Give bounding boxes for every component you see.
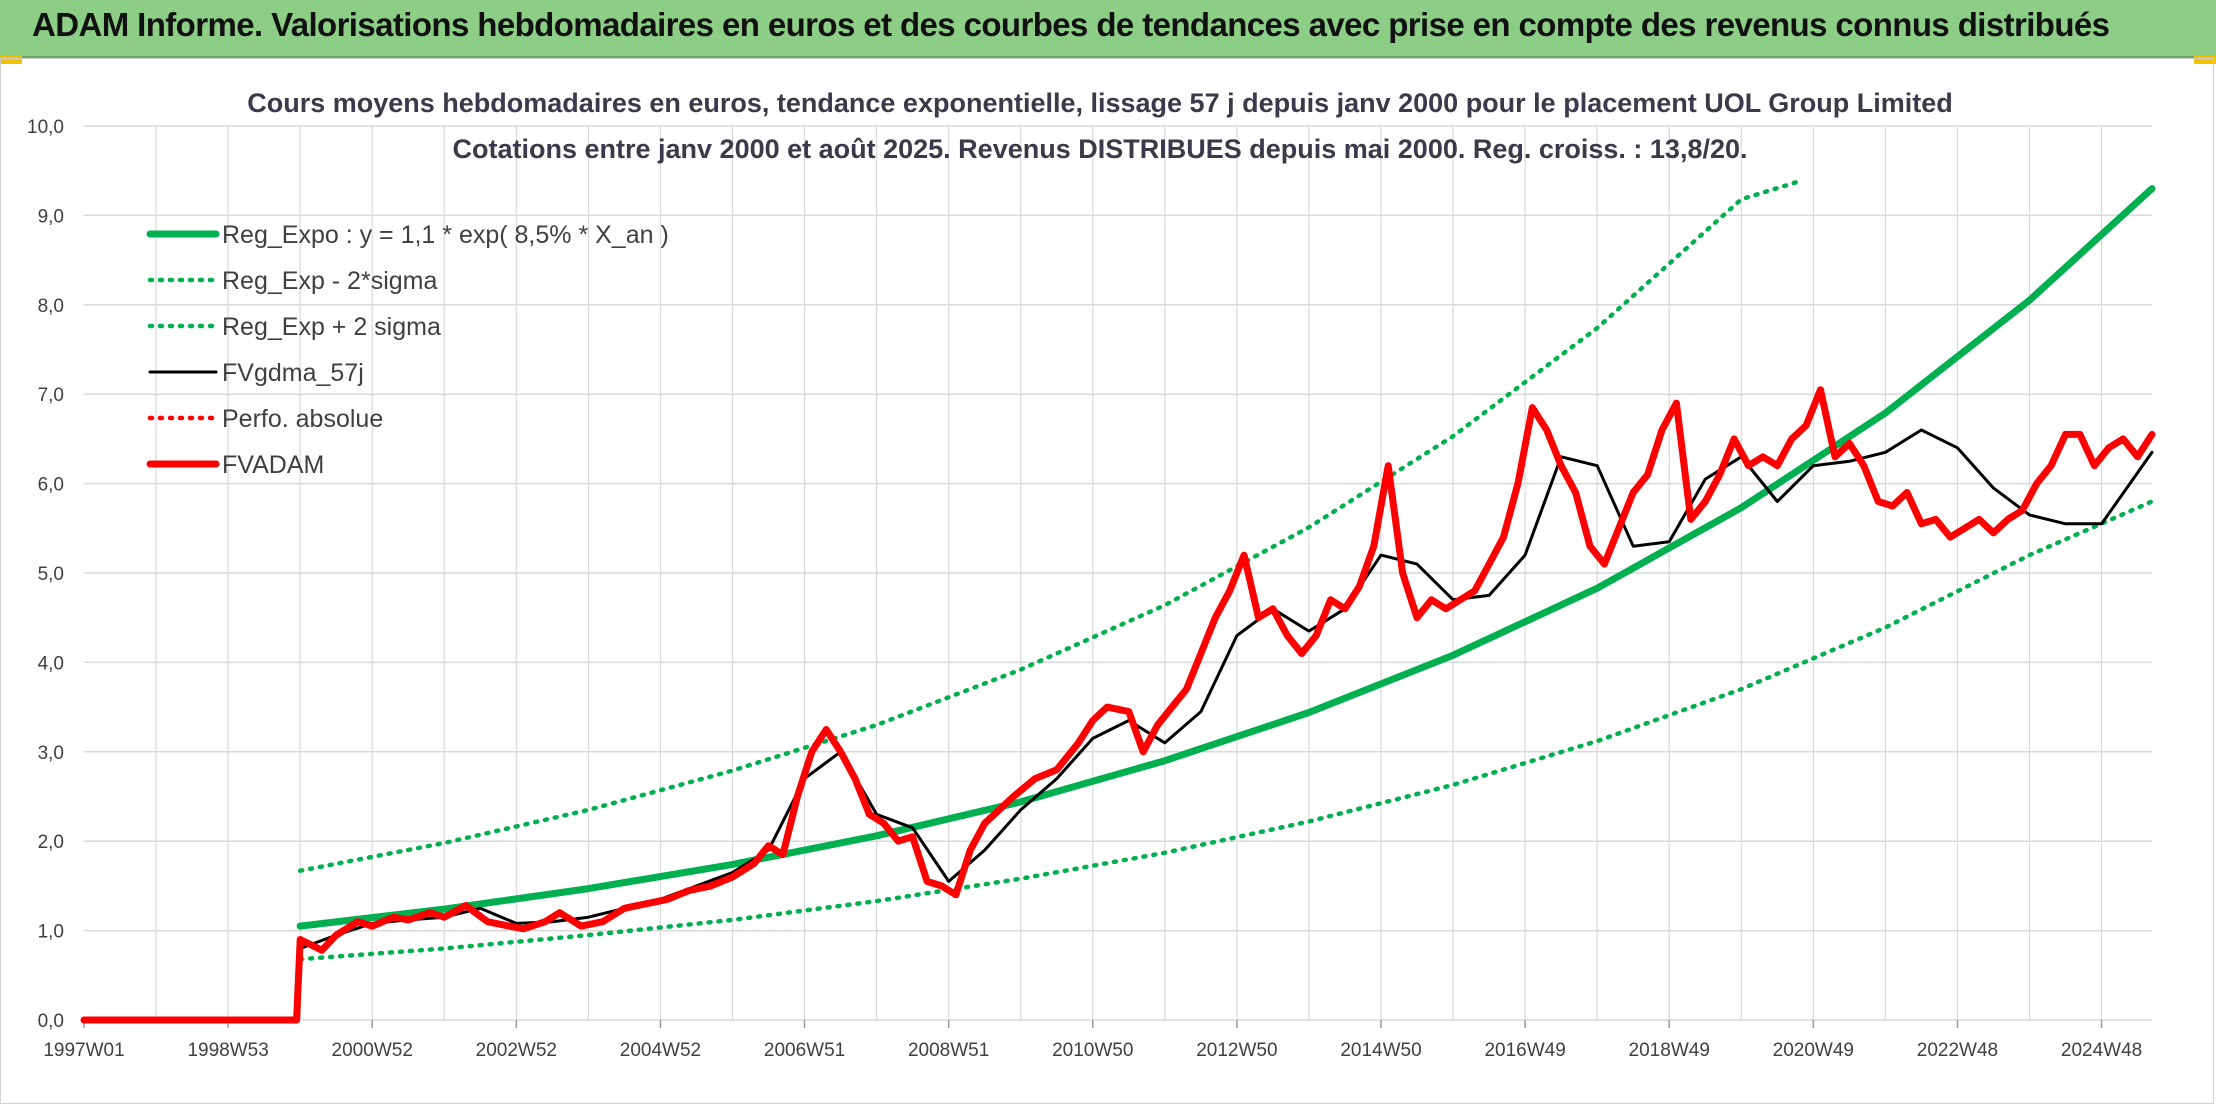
y-tick-label: 2,0 [38,832,64,853]
x-tick-label: 2014W50 [1340,1040,1421,1061]
x-tick-label: 1998W53 [187,1040,268,1061]
series-line-1 [297,499,2155,962]
x-tick-label: 1997W01 [43,1040,124,1061]
x-tick-label: 2002W52 [476,1040,557,1061]
y-tick-label: 0,0 [38,1011,64,1032]
page-title: ADAM Informe. Valorisations hebdomadaire… [32,6,2110,43]
legend: Reg_Expo : y = 1,1 * exp( 8,5% * X_an ) R… [146,221,669,479]
x-tick-label: 2006W51 [764,1040,845,1061]
x-tick-label: 2024W48 [2061,1040,2142,1061]
y-tick-label: 3,0 [38,743,64,764]
series-line-2 [297,179,1802,873]
chart: 0,0 1,0 2,0 3,0 4,0 5,0 6,0 7,0 8,0 9,0 10,0 1997W… [27,88,2156,1061]
series-line-3 [298,428,2154,950]
x-tick-label: 2000W52 [332,1040,413,1061]
legend-label-2: Reg_Exp + 2 sigma [222,313,441,341]
corner-accent-left [0,56,22,64]
series-layer [80,179,2156,1024]
x-tick-label: 2012W50 [1196,1040,1277,1061]
y-axis-ticks: 0,0 1,0 2,0 3,0 4,0 5,0 6,0 7,0 8,0 9,0 10,0 [27,117,64,1032]
y-tick-label: 10,0 [27,117,64,138]
y-tick-label: 7,0 [38,385,64,406]
x-tick-label: 2010W50 [1052,1040,1133,1061]
chart-title: Cours moyens hebdomadaires en euros, ten… [247,88,1953,118]
y-tick-label: 5,0 [38,564,64,585]
x-tick-label: 2020W49 [1773,1040,1854,1061]
legend-label-5: FVADAM [222,451,324,479]
legend-label-3: FVgdma_57j [222,359,364,387]
x-axis-ticks: 1997W01 1998W53 2000W52 2002W52 2004W52 2006W… [43,1020,2142,1061]
x-tick-label: 2018W49 [1629,1040,1710,1061]
x-tick-label: 2008W51 [908,1040,989,1061]
y-tick-label: 9,0 [38,206,64,227]
y-tick-label: 4,0 [38,653,64,674]
series-line-0 [296,185,2156,930]
chart-subtitle: Cotations entre janv 2000 et août 2025. … [453,134,1748,164]
x-tick-label: 2004W52 [620,1040,701,1061]
grid-lines [84,125,2152,1021]
corner-accent-right [2194,56,2216,64]
legend-label-4: Perfo. absolue [222,405,383,433]
legend-label-1: Reg_Exp - 2*sigma [222,267,437,295]
series-line-5 [80,386,2156,1024]
y-tick-label: 8,0 [38,296,64,317]
x-tick-label: 2022W48 [1917,1040,1998,1061]
header-bar: ADAM Informe. Valorisations hebdomadaire… [0,0,2216,58]
y-tick-label: 6,0 [38,475,64,496]
legend-label-0: Reg_Expo : y = 1,1 * exp( 8,5% * X_an ) [222,221,669,249]
x-tick-label: 2016W49 [1484,1040,1565,1061]
y-tick-label: 1,0 [38,922,64,943]
